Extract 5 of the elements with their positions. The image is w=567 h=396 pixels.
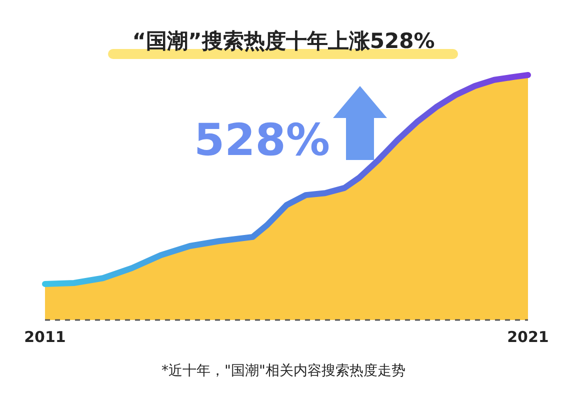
x-tick-label: 2021 (507, 328, 549, 346)
annotation: 528% (194, 115, 330, 166)
chart-title: “国潮”搜索热度十年上涨528% (132, 29, 435, 53)
text: *近十年，"国潮"相关内容搜索热度走势 (162, 363, 406, 379)
x-tick-label: 2011 (24, 328, 66, 346)
